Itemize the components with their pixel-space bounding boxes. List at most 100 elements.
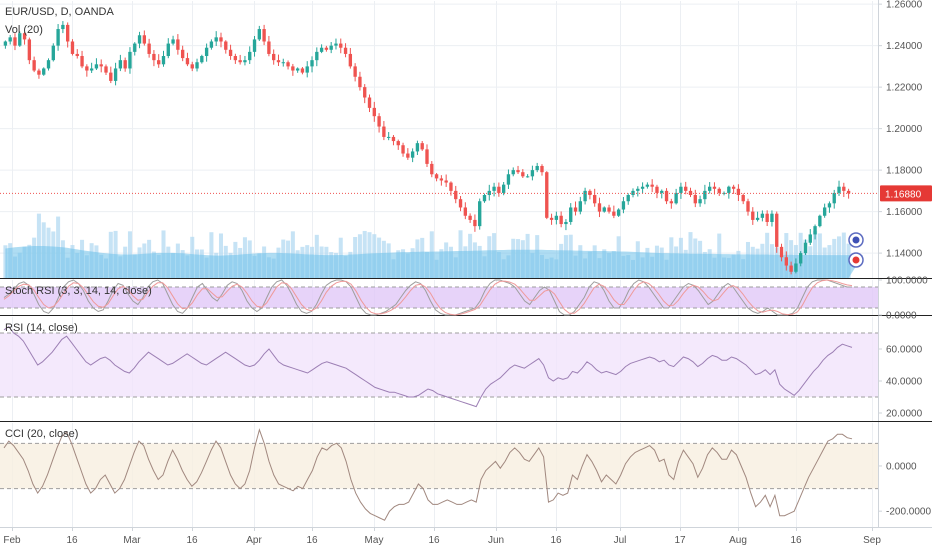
economic-event-flag — [852, 236, 860, 244]
candle-body — [85, 66, 89, 71]
time-axis-label: Jun — [488, 535, 504, 546]
candle-body — [252, 39, 257, 52]
candle-body — [492, 186, 496, 191]
candle-body — [722, 192, 726, 194]
candle-body — [808, 234, 812, 243]
candle-body — [13, 37, 17, 46]
candle-body — [478, 201, 482, 227]
candle-body — [731, 186, 736, 189]
candle-body — [358, 76, 362, 88]
candle-body — [415, 143, 420, 152]
candle-body — [636, 188, 640, 191]
candle-body — [94, 64, 99, 69]
candle-body — [434, 174, 439, 179]
candle-body — [588, 190, 592, 196]
indicator-axis-label: 20.0000 — [886, 409, 923, 420]
candle-body — [707, 186, 712, 191]
candle-body — [755, 217, 760, 220]
price-axis-label: 1.18000 — [886, 166, 923, 177]
candle-body — [645, 184, 650, 187]
candle-body — [391, 136, 396, 142]
candle-body — [396, 141, 400, 146]
candle-body — [693, 195, 697, 204]
candle-body — [310, 60, 314, 67]
oscillator-band — [0, 333, 878, 397]
candle-body — [195, 62, 199, 69]
candle-body — [717, 188, 721, 193]
candle-body — [224, 41, 228, 50]
candle-body — [679, 186, 683, 193]
time-axis-label: Mar — [123, 535, 141, 546]
volume-bar — [209, 232, 214, 278]
candle-body — [818, 215, 822, 227]
time-axis-label: Apr — [246, 535, 262, 546]
indicator-axis-label: -200.0000 — [886, 507, 931, 518]
candle-body — [180, 49, 185, 59]
candle-body — [842, 186, 846, 191]
candle-body — [511, 170, 515, 175]
candle-body — [640, 186, 645, 189]
price-axis-label: 1.26000 — [886, 0, 923, 11]
candle-body — [449, 182, 453, 191]
candle-body — [822, 207, 827, 216]
time-axis-label: 17 — [674, 535, 686, 546]
candle-body — [616, 209, 621, 216]
candle-body — [185, 58, 190, 65]
indicator-axis-label: 60.0000 — [886, 345, 923, 356]
candle-body — [161, 56, 166, 65]
candle-body — [339, 43, 343, 48]
candle-body — [219, 37, 223, 42]
time-axis-label: 16 — [428, 535, 440, 546]
candle-body — [353, 66, 357, 77]
candle-body — [521, 172, 525, 177]
candle-body — [147, 43, 151, 54]
candle-body — [684, 186, 688, 191]
volume-bar — [813, 230, 818, 278]
candle-body — [583, 190, 587, 202]
candle-body — [837, 186, 841, 193]
candle-body — [602, 207, 606, 212]
price-axis-background — [878, 0, 932, 550]
candle-body — [118, 60, 123, 69]
candle-body — [272, 53, 276, 61]
candle-body — [760, 213, 765, 218]
candle-body — [765, 213, 769, 222]
candle-body — [204, 47, 209, 57]
candle-body — [281, 62, 285, 64]
candle-body — [329, 45, 333, 50]
candle-body — [650, 184, 654, 187]
candle-body — [439, 178, 444, 181]
candle-body — [430, 163, 434, 175]
candle-body — [61, 24, 65, 30]
candle-body — [300, 68, 305, 73]
candle-body — [200, 56, 204, 63]
candle-body — [770, 213, 774, 222]
indicator-axis-label: 100.0000 — [886, 276, 928, 287]
candle-body — [99, 64, 103, 67]
candle-body — [425, 149, 429, 164]
candle-body — [655, 186, 659, 193]
indicator-title: Stoch RSI (3, 3, 14, 14, close) — [5, 285, 152, 297]
candle-body — [832, 192, 836, 204]
price-axis-label: 1.22000 — [886, 83, 923, 94]
candle-body — [176, 39, 180, 50]
candle-body — [46, 60, 51, 69]
candle-body — [377, 116, 381, 127]
candle-body — [578, 201, 582, 212]
candle-body — [3, 41, 8, 46]
candle-body — [444, 180, 448, 183]
candle-body — [214, 37, 218, 42]
candle-body — [463, 207, 468, 216]
candle-body — [813, 226, 817, 235]
candle-body — [712, 186, 717, 189]
candle-body — [123, 60, 127, 69]
candle-body — [262, 29, 266, 42]
last-price-badge — [880, 185, 932, 202]
candle-body — [741, 195, 745, 202]
price-axis-label: 1.16000 — [886, 207, 923, 218]
indicator-axis-label: 0.0000 — [886, 461, 917, 472]
oscillator-band — [0, 287, 878, 308]
candle-body — [228, 49, 233, 57]
time-axis-label: 16 — [790, 535, 802, 546]
